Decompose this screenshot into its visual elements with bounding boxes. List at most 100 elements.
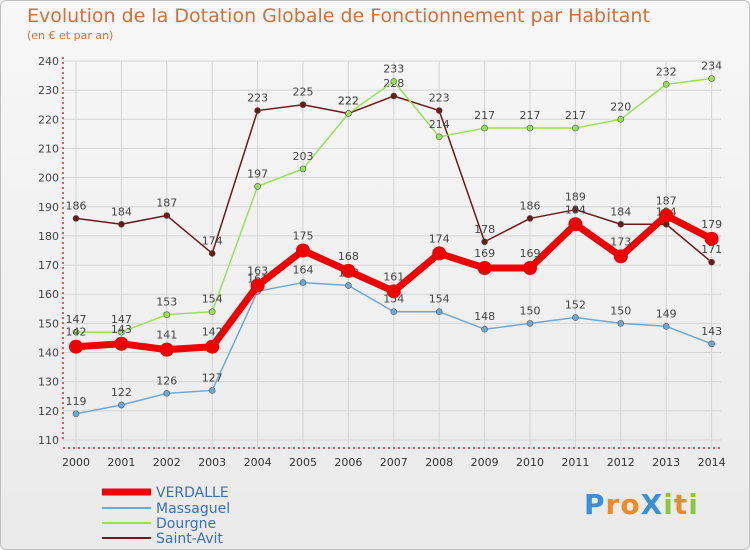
data-point [118, 220, 125, 228]
data-label: 184 [565, 203, 586, 216]
logo-letter: t [673, 488, 689, 521]
data-label: 214 [429, 118, 450, 131]
data-label: 217 [520, 109, 541, 122]
data-point [250, 278, 265, 293]
y-tick-label: 130 [38, 376, 59, 389]
data-label: 164 [293, 264, 314, 277]
data-point [208, 250, 216, 257]
data-label: 169 [474, 247, 495, 260]
data-label: 169 [520, 247, 541, 260]
data-label: 173 [610, 235, 631, 248]
data-label: 187 [656, 195, 677, 208]
data-point [114, 336, 129, 351]
data-label: 119 [66, 395, 87, 408]
data-label: 234 [701, 59, 722, 72]
logo-letter: P [584, 488, 606, 521]
data-point [662, 81, 670, 88]
data-point [708, 75, 715, 82]
y-tick-label: 120 [38, 405, 59, 418]
data-label: 154 [202, 293, 223, 306]
data-point [254, 107, 261, 114]
data-label: 161 [383, 270, 404, 283]
data-label: 126 [156, 374, 177, 387]
data-point [118, 401, 125, 409]
data-label: 149 [656, 307, 677, 320]
data-point [118, 328, 125, 336]
data-label: 143 [111, 323, 132, 336]
data-label: 150 [610, 304, 631, 317]
data-point [432, 246, 447, 261]
data-point [662, 322, 670, 330]
data-label: 168 [338, 250, 359, 263]
data-label: 175 [293, 230, 314, 243]
data-point [572, 206, 579, 213]
data-point [163, 311, 171, 318]
data-label: 154 [429, 293, 450, 306]
data-point [477, 260, 492, 275]
data-label: 186 [520, 199, 541, 212]
data-label: 122 [111, 386, 132, 399]
logo-letter: i [663, 488, 674, 521]
data-label: 222 [338, 94, 359, 107]
x-tick-label: 2008 [425, 456, 453, 469]
data-label: 217 [565, 109, 586, 122]
y-tick-label: 230 [38, 84, 59, 97]
x-tick-label: 2014 [698, 456, 726, 469]
data-point [526, 320, 534, 327]
chart-title: Evolution de la Dotation Globale de Fonc… [27, 5, 650, 27]
data-label: 141 [156, 329, 177, 342]
data-point [390, 92, 398, 100]
data-point [704, 231, 719, 246]
y-tick-label: 240 [38, 55, 59, 68]
data-label: 223 [429, 92, 450, 105]
data-label: 223 [247, 92, 268, 105]
data-label: 171 [701, 243, 722, 256]
proxiti-logo: ProXiti [584, 488, 699, 521]
data-point [435, 107, 443, 114]
legend-label: Massaguel [156, 501, 230, 517]
data-point [299, 165, 307, 173]
data-point [341, 263, 356, 278]
data-label: 147 [66, 313, 87, 326]
logo-letter: i [688, 488, 699, 521]
data-point [568, 217, 583, 232]
legend-label: Dourgne [156, 516, 216, 532]
data-point [390, 78, 398, 85]
data-label: 203 [293, 150, 314, 163]
data-point [254, 183, 261, 190]
y-tick-label: 160 [38, 288, 59, 301]
data-label: 154 [383, 293, 404, 306]
data-point [526, 215, 534, 222]
y-tick-label: 210 [38, 142, 59, 155]
data-point [163, 390, 171, 397]
y-tick-label: 180 [38, 230, 59, 243]
data-point [163, 212, 171, 219]
data-label: 142 [66, 326, 87, 339]
x-tick-label: 2005 [289, 456, 317, 469]
data-point [523, 260, 537, 275]
data-label: 174 [429, 232, 450, 245]
data-point [708, 340, 715, 348]
data-point [526, 124, 534, 132]
data-label: 142 [202, 326, 223, 339]
data-point [481, 124, 488, 132]
x-tick-label: 2001 [107, 456, 135, 469]
data-label: 148 [474, 310, 495, 323]
data-label: 174 [202, 234, 223, 247]
y-tick-label: 170 [38, 259, 59, 272]
data-point [617, 116, 625, 123]
data-label: 187 [156, 197, 177, 210]
y-tick-label: 110 [38, 434, 59, 447]
data-label: 127 [202, 371, 223, 384]
data-point [386, 284, 401, 299]
x-tick-label: 2011 [561, 456, 589, 469]
data-point [159, 342, 174, 357]
data-point [572, 124, 579, 132]
y-tick-label: 190 [38, 201, 59, 214]
x-tick-label: 2002 [153, 456, 181, 469]
data-label: 233 [383, 62, 404, 75]
x-tick-label: 2013 [652, 456, 680, 469]
data-point [208, 387, 216, 394]
data-point [345, 282, 352, 289]
